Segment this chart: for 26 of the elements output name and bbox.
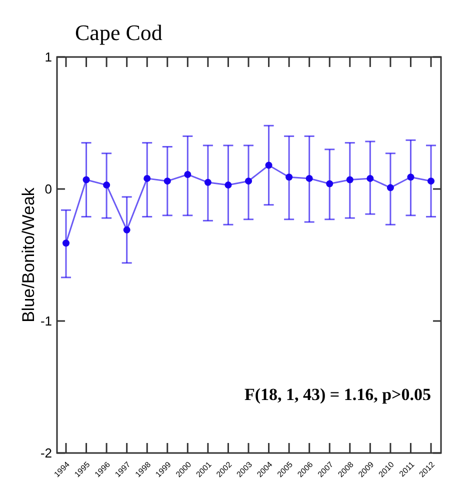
point bbox=[326, 180, 334, 188]
point bbox=[286, 174, 293, 181]
point bbox=[144, 174, 151, 182]
point bbox=[224, 182, 232, 189]
point bbox=[306, 174, 313, 182]
chart-title: Cape Cod bbox=[75, 20, 162, 45]
point bbox=[245, 178, 252, 185]
y-axis-title: Blue/Bonito/Weak bbox=[19, 187, 38, 322]
y-tick-label: 1 bbox=[44, 50, 52, 65]
point bbox=[62, 240, 70, 247]
y-tick-label: -1 bbox=[40, 314, 52, 329]
point bbox=[265, 162, 272, 169]
y-tick-label: -2 bbox=[40, 446, 52, 461]
point bbox=[184, 170, 192, 178]
point bbox=[407, 174, 414, 181]
point bbox=[366, 174, 374, 182]
point bbox=[82, 176, 90, 184]
point bbox=[164, 178, 171, 185]
point bbox=[123, 226, 130, 234]
annotation: F(18, 1, 43) = 1.16, p>0.05 bbox=[244, 385, 431, 404]
point bbox=[428, 178, 434, 185]
point bbox=[204, 178, 212, 186]
point bbox=[346, 176, 354, 184]
point bbox=[386, 184, 394, 192]
point bbox=[103, 182, 110, 189]
y-tick-label: 0 bbox=[44, 182, 52, 197]
